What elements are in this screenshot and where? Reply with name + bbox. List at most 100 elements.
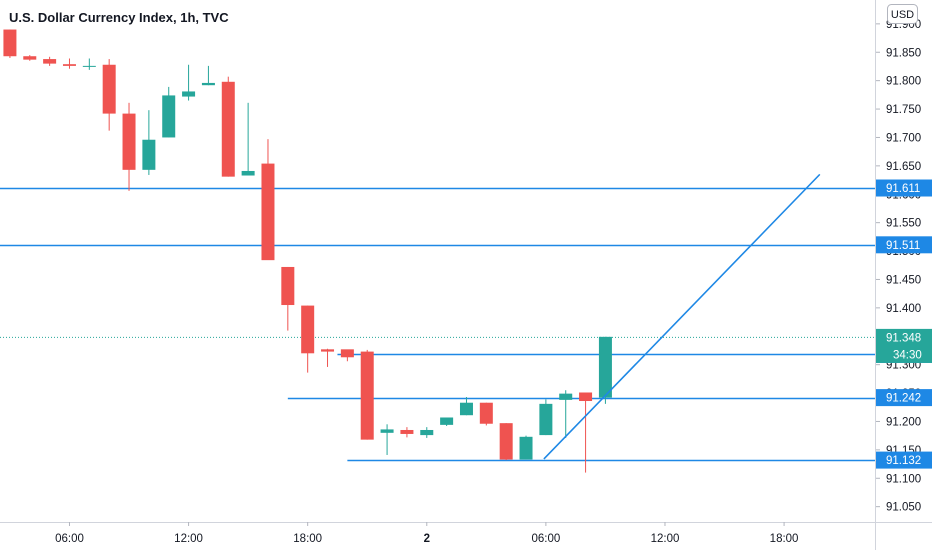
candle-body [479,402,493,424]
time-tick-label: 18:00 [770,533,799,545]
chart-title: U.S. Dollar Currency Index, 1h, TVC [9,10,229,25]
candle-body [23,56,37,60]
level-price-badge-text: 91.611 [886,183,920,195]
price-tick-label: 91.550 [886,218,921,230]
price-tick-label: 91.750 [886,104,921,116]
candle [201,65,215,86]
candle-body [539,403,553,436]
time-scale[interactable]: 06:00 12:00 18:00 2 06:00 12:00 18:00 [55,522,798,545]
candle-body [62,64,76,66]
candle [539,399,553,436]
candle-body [499,423,513,460]
price-tick-label: 91.200 [886,416,921,428]
price-scale[interactable]: 91.90091.85091.80091.75091.70091.65091.6… [876,19,921,514]
level-price-badge-bg [876,179,932,197]
candle-body [281,266,295,306]
candle [162,86,176,138]
candle [261,139,275,261]
time-tick-label: 06:00 [55,533,84,545]
candle-body [519,436,533,460]
candle-body [221,81,235,177]
time-tick-label: 06:00 [531,533,560,545]
candle [598,336,612,404]
candle [43,56,57,66]
candle-body [459,402,473,416]
price-tick-label: 91.800 [886,76,921,88]
candle-body [162,95,176,138]
time-tick-label: 12:00 [174,533,203,545]
candle [241,102,255,176]
candle-body [201,82,215,86]
candle [559,390,573,438]
price-tick-label: 91.450 [886,274,921,286]
candle [3,29,17,58]
candle [340,349,354,362]
current-price-badge-text: 91.348 [886,332,921,344]
candle [281,266,295,331]
price-tick-label: 91.850 [886,47,921,59]
candle-body [182,91,196,97]
candle [82,58,96,70]
price-labels: 91.61191.51191.31891.24291.13291.34834:3… [876,179,932,469]
level-price-badge-bg [876,451,932,469]
candle-body [102,64,116,114]
level-price-badge: 91.511 [876,236,932,254]
price-tick-label: 91.100 [886,473,921,485]
candle-body [420,429,434,436]
candle [62,58,76,69]
candles [3,29,612,473]
candle-body [3,29,17,57]
currency-button[interactable]: USD [887,4,918,24]
horizontal-levels [0,187,876,462]
candle [579,392,593,473]
candle [321,348,335,367]
time-tick-label: 12:00 [651,533,680,545]
candle-body [301,305,315,354]
candle-body [579,392,593,402]
candle-body [360,351,374,440]
level-price-badge: 91.611 [876,179,932,197]
level-price-badge-bg [876,236,932,254]
candle [380,424,394,455]
candle-body [380,429,394,433]
candle [440,417,454,427]
current-price-badge-countdown: 34:30 [893,349,922,361]
level-price-badge-text: 91.242 [886,393,921,405]
candle-body [241,170,255,176]
trendline[interactable] [543,173,821,460]
candle-body [598,336,612,398]
price-tick-label: 91.650 [886,161,921,173]
level-price-badge: 91.132 [876,451,932,469]
candle-body [559,393,573,400]
level-price-badge-text: 91.132 [886,455,921,467]
level-price-badge: 91.242 [876,389,932,407]
candle-body [400,429,414,434]
candle [519,435,533,460]
candle-body [261,163,275,261]
current-price-badge: 91.348 34:30 [876,328,932,363]
candle [400,427,414,438]
candle [102,59,116,131]
candle [182,64,196,101]
candle [459,397,473,416]
candle [360,349,374,440]
candle [221,76,235,177]
current-price-badge-bg [876,328,932,363]
candle-body [122,113,136,170]
currency-label: USD [891,9,914,21]
price-tick-label: 91.050 [886,502,921,514]
trendline-segment[interactable] [543,173,821,460]
candle-body [142,139,156,170]
candle-body [321,349,335,352]
candle [499,423,513,461]
candle [122,102,136,191]
candle-body [43,59,57,64]
candle-body [340,349,354,358]
time-tick-label: 2 [424,533,430,545]
level-price-badge-text: 91.511 [886,240,920,252]
price-tick-label: 91.700 [886,132,921,144]
candle [301,305,315,373]
level-price-badge-bg [876,389,932,407]
candle-body [440,417,454,425]
